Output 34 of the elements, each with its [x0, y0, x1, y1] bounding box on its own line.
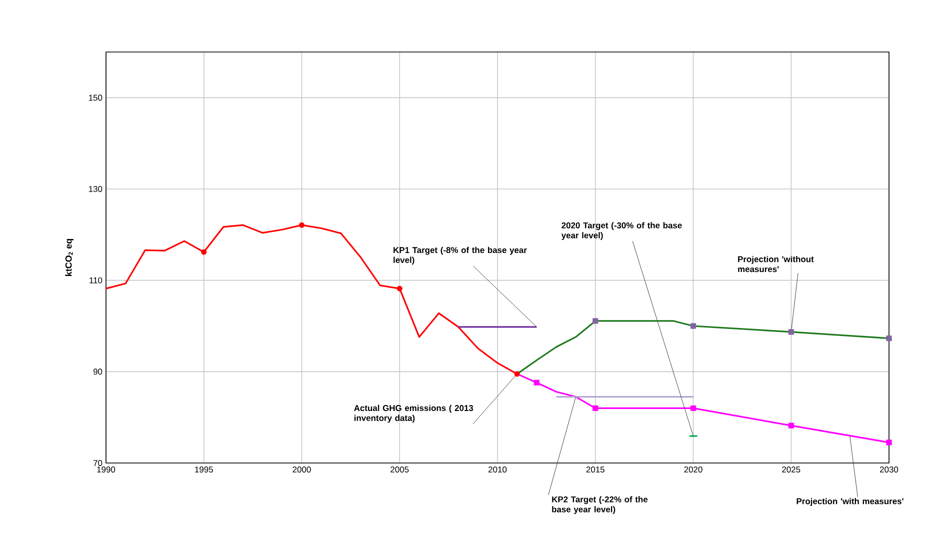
y-axis-title: ktCO$_{2}$ eq: [65, 239, 74, 276]
x-tick-label: 2030: [880, 466, 898, 473]
point: [592, 318, 598, 324]
y-tick-label: 130: [88, 186, 102, 192]
point: [690, 323, 696, 329]
y-tick-label: 90: [93, 368, 102, 375]
annotation: Projection 'without measures': [738, 256, 814, 272]
y-tick-label: 70: [94, 460, 102, 466]
x-tick-label: 2025: [782, 466, 800, 473]
annotation: Actual GHG emissions ( 2013 inventory data): [354, 404, 474, 423]
y-tick-label: 110: [90, 277, 102, 284]
x-tick-label: 1990: [97, 466, 116, 473]
point: [396, 286, 402, 292]
point: [886, 336, 892, 342]
point: [201, 249, 207, 255]
y-tick-label: 150: [88, 94, 102, 101]
point: [534, 380, 540, 386]
x-tick-label: 1995: [195, 466, 213, 473]
point: [788, 422, 794, 428]
point: [514, 371, 520, 377]
point: [298, 222, 305, 228]
annotation: KP2 Target (-22% of the base year level): [552, 496, 648, 514]
point: [592, 405, 598, 411]
annotation: KP1 Target (-8% of the base year level): [394, 246, 527, 265]
x-tick-label: 2020: [684, 466, 702, 473]
x-tick-label: 2015: [586, 466, 604, 473]
point: [886, 440, 892, 446]
annotation: 2020 Target (-30% of the base year level): [561, 222, 682, 240]
x-tick-label: 2005: [390, 466, 409, 473]
x-tick-label: 2000: [292, 466, 311, 473]
point: [690, 405, 696, 411]
x-tick-label: 2010: [488, 466, 507, 473]
annotation: Projection 'with measures': [796, 498, 904, 506]
point: [788, 329, 794, 335]
